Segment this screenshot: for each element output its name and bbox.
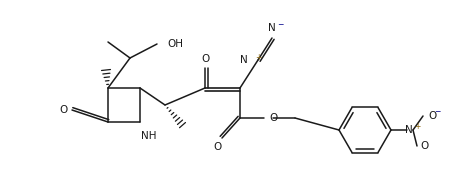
Text: N: N bbox=[268, 23, 276, 33]
Text: O: O bbox=[60, 105, 68, 115]
Text: OH: OH bbox=[167, 39, 183, 49]
Text: +: + bbox=[414, 122, 420, 131]
Text: O: O bbox=[213, 142, 221, 152]
Text: O: O bbox=[420, 141, 428, 151]
Text: O: O bbox=[428, 111, 436, 121]
Text: N: N bbox=[240, 55, 248, 65]
Text: NH: NH bbox=[141, 131, 156, 141]
Text: O: O bbox=[269, 113, 277, 123]
Text: O: O bbox=[201, 54, 209, 64]
Text: −: − bbox=[277, 21, 284, 30]
Text: N: N bbox=[405, 125, 413, 135]
Text: +: + bbox=[255, 52, 261, 61]
Text: −: − bbox=[434, 108, 440, 117]
